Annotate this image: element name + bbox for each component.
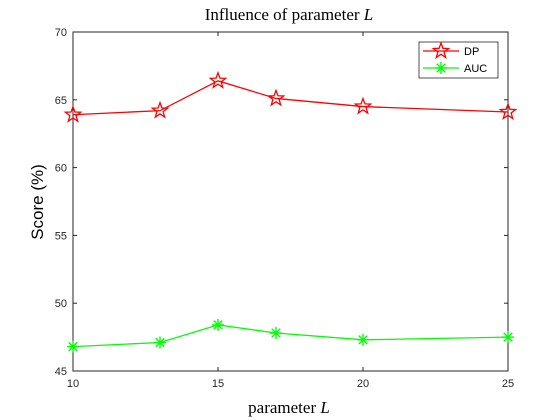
legend-label-auc: AUC <box>464 63 487 75</box>
legend: DP AUC <box>418 41 499 79</box>
y-tick-label: 55 <box>55 230 67 242</box>
y-tick-label: 70 <box>55 27 67 39</box>
series-line-dp <box>72 80 509 116</box>
legend-label-dp: DP <box>464 46 479 58</box>
asterisk-stroke <box>503 332 513 342</box>
x-tick-label: 15 <box>212 378 224 390</box>
data-point-auc <box>154 336 166 349</box>
data-point-dp <box>150 100 170 119</box>
x-tick-label: 10 <box>67 378 79 390</box>
y-tick-label: 50 <box>55 298 67 310</box>
chart-title: Influence of parameter L <box>205 5 374 24</box>
y-axis-label: Score (%) <box>28 164 47 240</box>
data-point-auc <box>212 318 224 331</box>
asterisk-stroke <box>358 335 368 345</box>
asterisk-stroke <box>68 341 78 352</box>
asterisk-stroke <box>271 328 281 338</box>
axis-ticks: 10 15 20 25 45 50 55 60 65 70 <box>55 27 514 390</box>
series-lines <box>63 70 518 353</box>
y-tick-label: 60 <box>55 163 67 175</box>
y-tick-label: 65 <box>55 95 67 107</box>
data-point-dp <box>266 88 286 107</box>
asterisk-stroke <box>213 320 223 330</box>
legend-marker-dp <box>431 41 451 60</box>
data-point-dp <box>208 70 228 89</box>
legend-marker-auc <box>435 62 447 74</box>
data-point-dp <box>63 104 83 123</box>
asterisk-stroke <box>155 337 165 348</box>
series-line-auc <box>72 324 509 348</box>
plot-area <box>72 31 509 372</box>
axes-box <box>72 31 509 372</box>
data-point-dp <box>498 102 518 121</box>
data-point-auc <box>67 340 79 353</box>
data-point-dp <box>353 96 373 115</box>
data-point-auc <box>270 327 282 340</box>
asterisk-stroke <box>436 63 446 73</box>
x-tick-label: 20 <box>357 378 369 390</box>
x-axis-label: parameter L <box>248 398 330 417</box>
y-tick-label: 45 <box>55 366 67 378</box>
x-tick-label: 25 <box>502 378 514 390</box>
data-point-auc <box>502 331 514 344</box>
data-point-auc <box>357 333 369 346</box>
